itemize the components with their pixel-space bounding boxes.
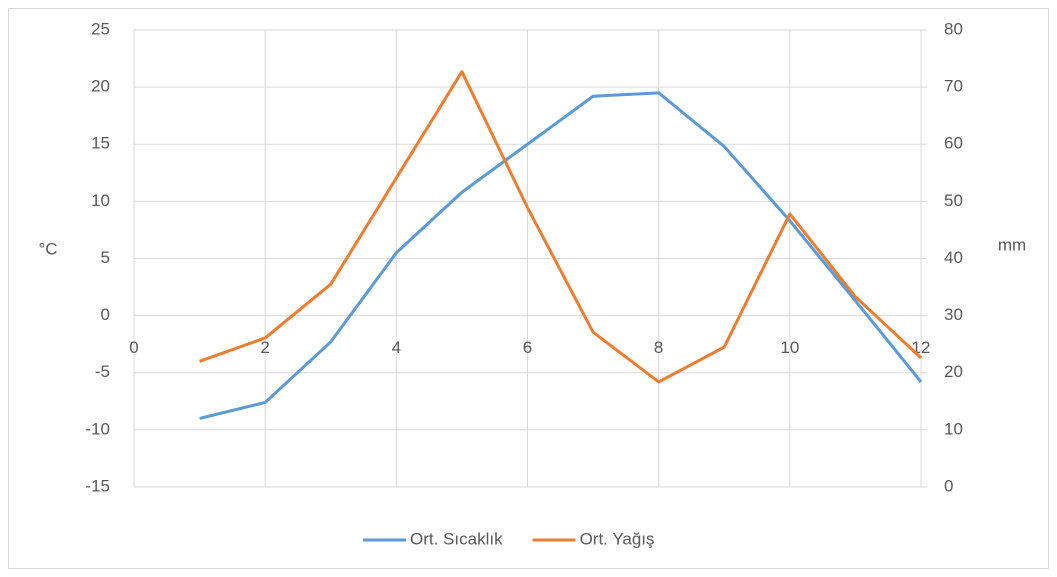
series-line <box>199 70 923 384</box>
y-tick-label: 20 <box>91 77 110 96</box>
y2-tick-label: 30 <box>944 305 963 324</box>
x-tick-label: 6 <box>523 338 532 357</box>
y-tick-label: -10 <box>85 419 110 438</box>
chart-border <box>8 8 1049 569</box>
y2-tick-label: 20 <box>944 362 963 381</box>
y-tick-label: -5 <box>95 362 110 381</box>
x-tick-label: 2 <box>260 338 269 357</box>
series-line <box>199 91 923 420</box>
y-tick-label: 25 <box>91 19 110 38</box>
y-tick-label: 5 <box>101 248 110 267</box>
y2-tick-label: 10 <box>944 419 963 438</box>
x-tick-label: 10 <box>780 338 799 357</box>
y-tick-label: -15 <box>85 476 110 495</box>
y-tick-label: 0 <box>101 305 110 324</box>
y2-axis-label: mm <box>998 235 1026 254</box>
x-tick-label: 12 <box>912 338 931 357</box>
y-tick-label: 15 <box>91 134 110 153</box>
legend-label: Ort. Yağış <box>580 529 655 548</box>
y2-tick-label: 80 <box>944 19 963 38</box>
legend-label: Ort. Sıcaklık <box>410 529 503 548</box>
y-tick-label: 10 <box>91 191 110 210</box>
y2-tick-label: 60 <box>944 134 963 153</box>
y2-tick-label: 70 <box>944 77 963 96</box>
y2-tick-label: 0 <box>944 476 953 495</box>
y2-tick-label: 40 <box>944 248 963 267</box>
x-tick-label: 4 <box>392 338 401 357</box>
y-axis-label: °C <box>38 239 57 258</box>
x-tick-label: 0 <box>129 338 138 357</box>
y2-tick-label: 50 <box>944 191 963 210</box>
x-tick-label: 8 <box>654 338 663 357</box>
